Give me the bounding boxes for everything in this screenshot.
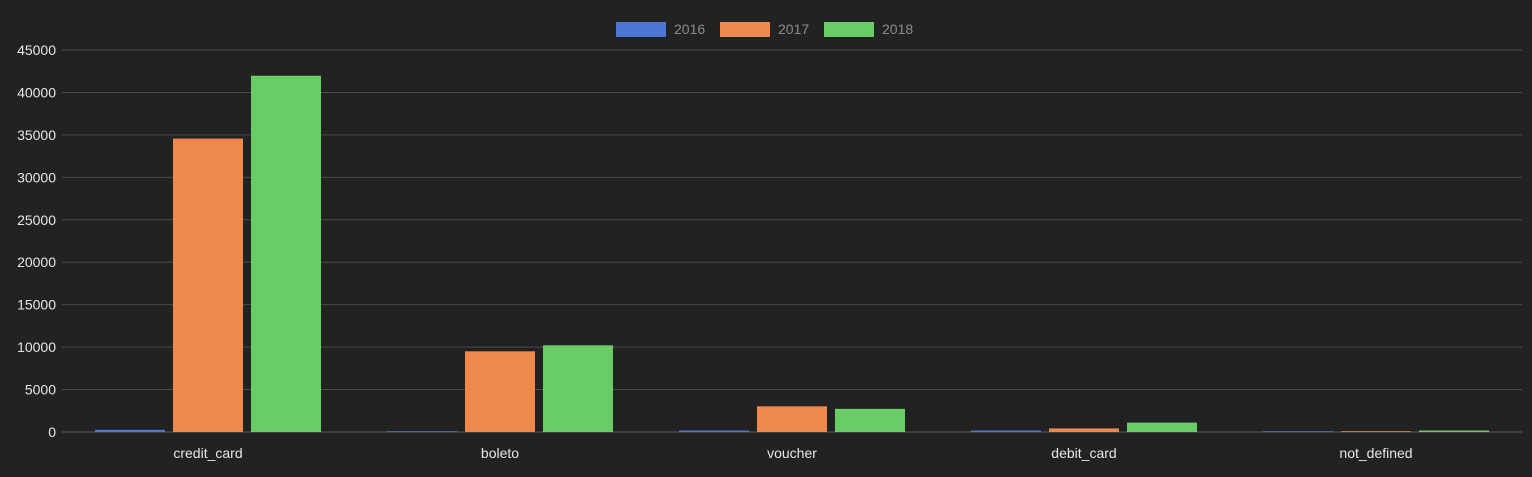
bar-2016-voucher[interactable]	[679, 430, 749, 433]
bar-2018-credit_card[interactable]	[251, 75, 321, 432]
y-tick-label: 30000	[17, 169, 56, 185]
bar-2018-voucher[interactable]	[835, 408, 905, 432]
bar-2017-not_defined[interactable]	[1341, 431, 1411, 432]
legend-swatch	[616, 22, 666, 37]
bar-2017-debit_card[interactable]	[1049, 428, 1119, 432]
legend-swatch	[720, 22, 770, 37]
y-tick-label: 45000	[17, 42, 56, 58]
legend-item-2016[interactable]: 2016	[616, 21, 705, 37]
legend: 2016 2017 2018	[616, 21, 913, 37]
y-tick-label: 35000	[17, 127, 56, 143]
y-tick-label: 25000	[17, 212, 56, 228]
bar-2017-voucher[interactable]	[757, 406, 827, 432]
legend-item-2017[interactable]: 2017	[720, 21, 809, 37]
legend-label: 2016	[674, 21, 705, 37]
y-axis: 0 5000 10000 15000 20000 25000 30000 35000 40000…	[17, 42, 56, 440]
x-axis: credit_card boleto voucher debit_card not_de…	[173, 445, 1412, 461]
legend-label: 2018	[882, 21, 913, 37]
x-tick-label: not_defined	[1339, 445, 1412, 461]
y-tick-label: 5000	[25, 382, 56, 398]
bar-2018-boleto[interactable]	[543, 345, 613, 432]
bar-2016-debit_card[interactable]	[971, 430, 1041, 433]
x-tick-label: debit_card	[1051, 445, 1116, 461]
y-tick-label: 20000	[17, 254, 56, 270]
bar-2018-debit_card[interactable]	[1127, 422, 1197, 432]
x-tick-label: boleto	[481, 445, 519, 461]
bar-2018-not_defined[interactable]	[1419, 430, 1489, 433]
bar-2017-credit_card[interactable]	[173, 138, 243, 432]
x-tick-label: voucher	[767, 445, 817, 461]
bar-2016-not_defined[interactable]	[1263, 431, 1333, 432]
bars	[95, 75, 1489, 433]
legend-item-2018[interactable]: 2018	[824, 21, 913, 37]
legend-label: 2017	[778, 21, 809, 37]
bar-2017-boleto[interactable]	[465, 351, 535, 432]
y-tick-label: 0	[48, 424, 56, 440]
y-tick-label: 40000	[17, 84, 56, 100]
y-tick-label: 15000	[17, 297, 56, 313]
legend-swatch	[824, 22, 874, 37]
bar-2016-credit_card[interactable]	[95, 429, 165, 432]
bar-2016-boleto[interactable]	[387, 431, 457, 432]
y-tick-label: 10000	[17, 339, 56, 355]
x-tick-label: credit_card	[173, 445, 242, 461]
